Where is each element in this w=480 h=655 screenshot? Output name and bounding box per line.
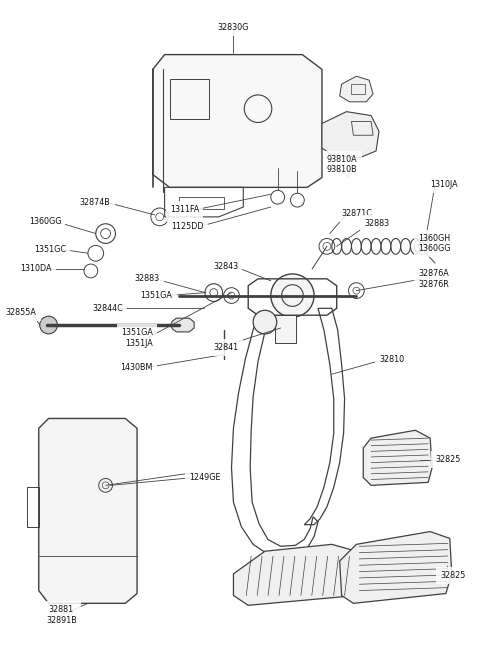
Text: 32841: 32841 <box>214 343 239 352</box>
Text: 32843: 32843 <box>213 261 239 271</box>
Bar <box>275 315 296 343</box>
Text: 1351GA: 1351GA <box>141 291 172 300</box>
Polygon shape <box>340 532 452 603</box>
Polygon shape <box>233 544 361 605</box>
Text: 32876A
32876R: 32876A 32876R <box>419 269 449 288</box>
Text: 32825: 32825 <box>435 455 460 464</box>
Text: 32883: 32883 <box>364 219 389 228</box>
Text: 32881
32891B: 32881 32891B <box>46 605 77 625</box>
Text: 32825: 32825 <box>440 571 465 580</box>
Polygon shape <box>170 318 194 332</box>
Text: 32830G: 32830G <box>218 22 249 31</box>
Text: 32810: 32810 <box>379 355 404 364</box>
Polygon shape <box>322 111 379 158</box>
Text: 1125DD: 1125DD <box>171 222 204 231</box>
Text: 1351GC: 1351GC <box>34 245 66 254</box>
Bar <box>351 84 365 94</box>
Circle shape <box>271 274 314 317</box>
Text: 32883: 32883 <box>134 274 160 284</box>
Text: 1360GG: 1360GG <box>29 217 61 226</box>
Text: 93810A
93810B: 93810A 93810B <box>327 155 358 174</box>
Text: 1310JA: 1310JA <box>430 180 458 189</box>
Text: 32855A: 32855A <box>6 308 37 317</box>
Text: 1351GA
1351JA: 1351GA 1351JA <box>121 328 153 348</box>
Text: 1311FA: 1311FA <box>170 206 199 214</box>
Text: 1360GH
1360GG: 1360GH 1360GG <box>419 234 451 253</box>
Text: 32844C: 32844C <box>93 304 123 313</box>
Text: 32874B: 32874B <box>80 198 110 206</box>
Circle shape <box>253 310 277 334</box>
Circle shape <box>40 316 58 334</box>
Bar <box>180 197 224 209</box>
Text: 1249GE: 1249GE <box>189 473 221 482</box>
Polygon shape <box>39 419 137 603</box>
Text: 32871C: 32871C <box>342 210 372 218</box>
Polygon shape <box>363 430 432 485</box>
Polygon shape <box>340 76 373 102</box>
Text: 1310DA: 1310DA <box>20 265 51 274</box>
Polygon shape <box>153 54 322 187</box>
Text: 1430BM: 1430BM <box>120 363 153 372</box>
